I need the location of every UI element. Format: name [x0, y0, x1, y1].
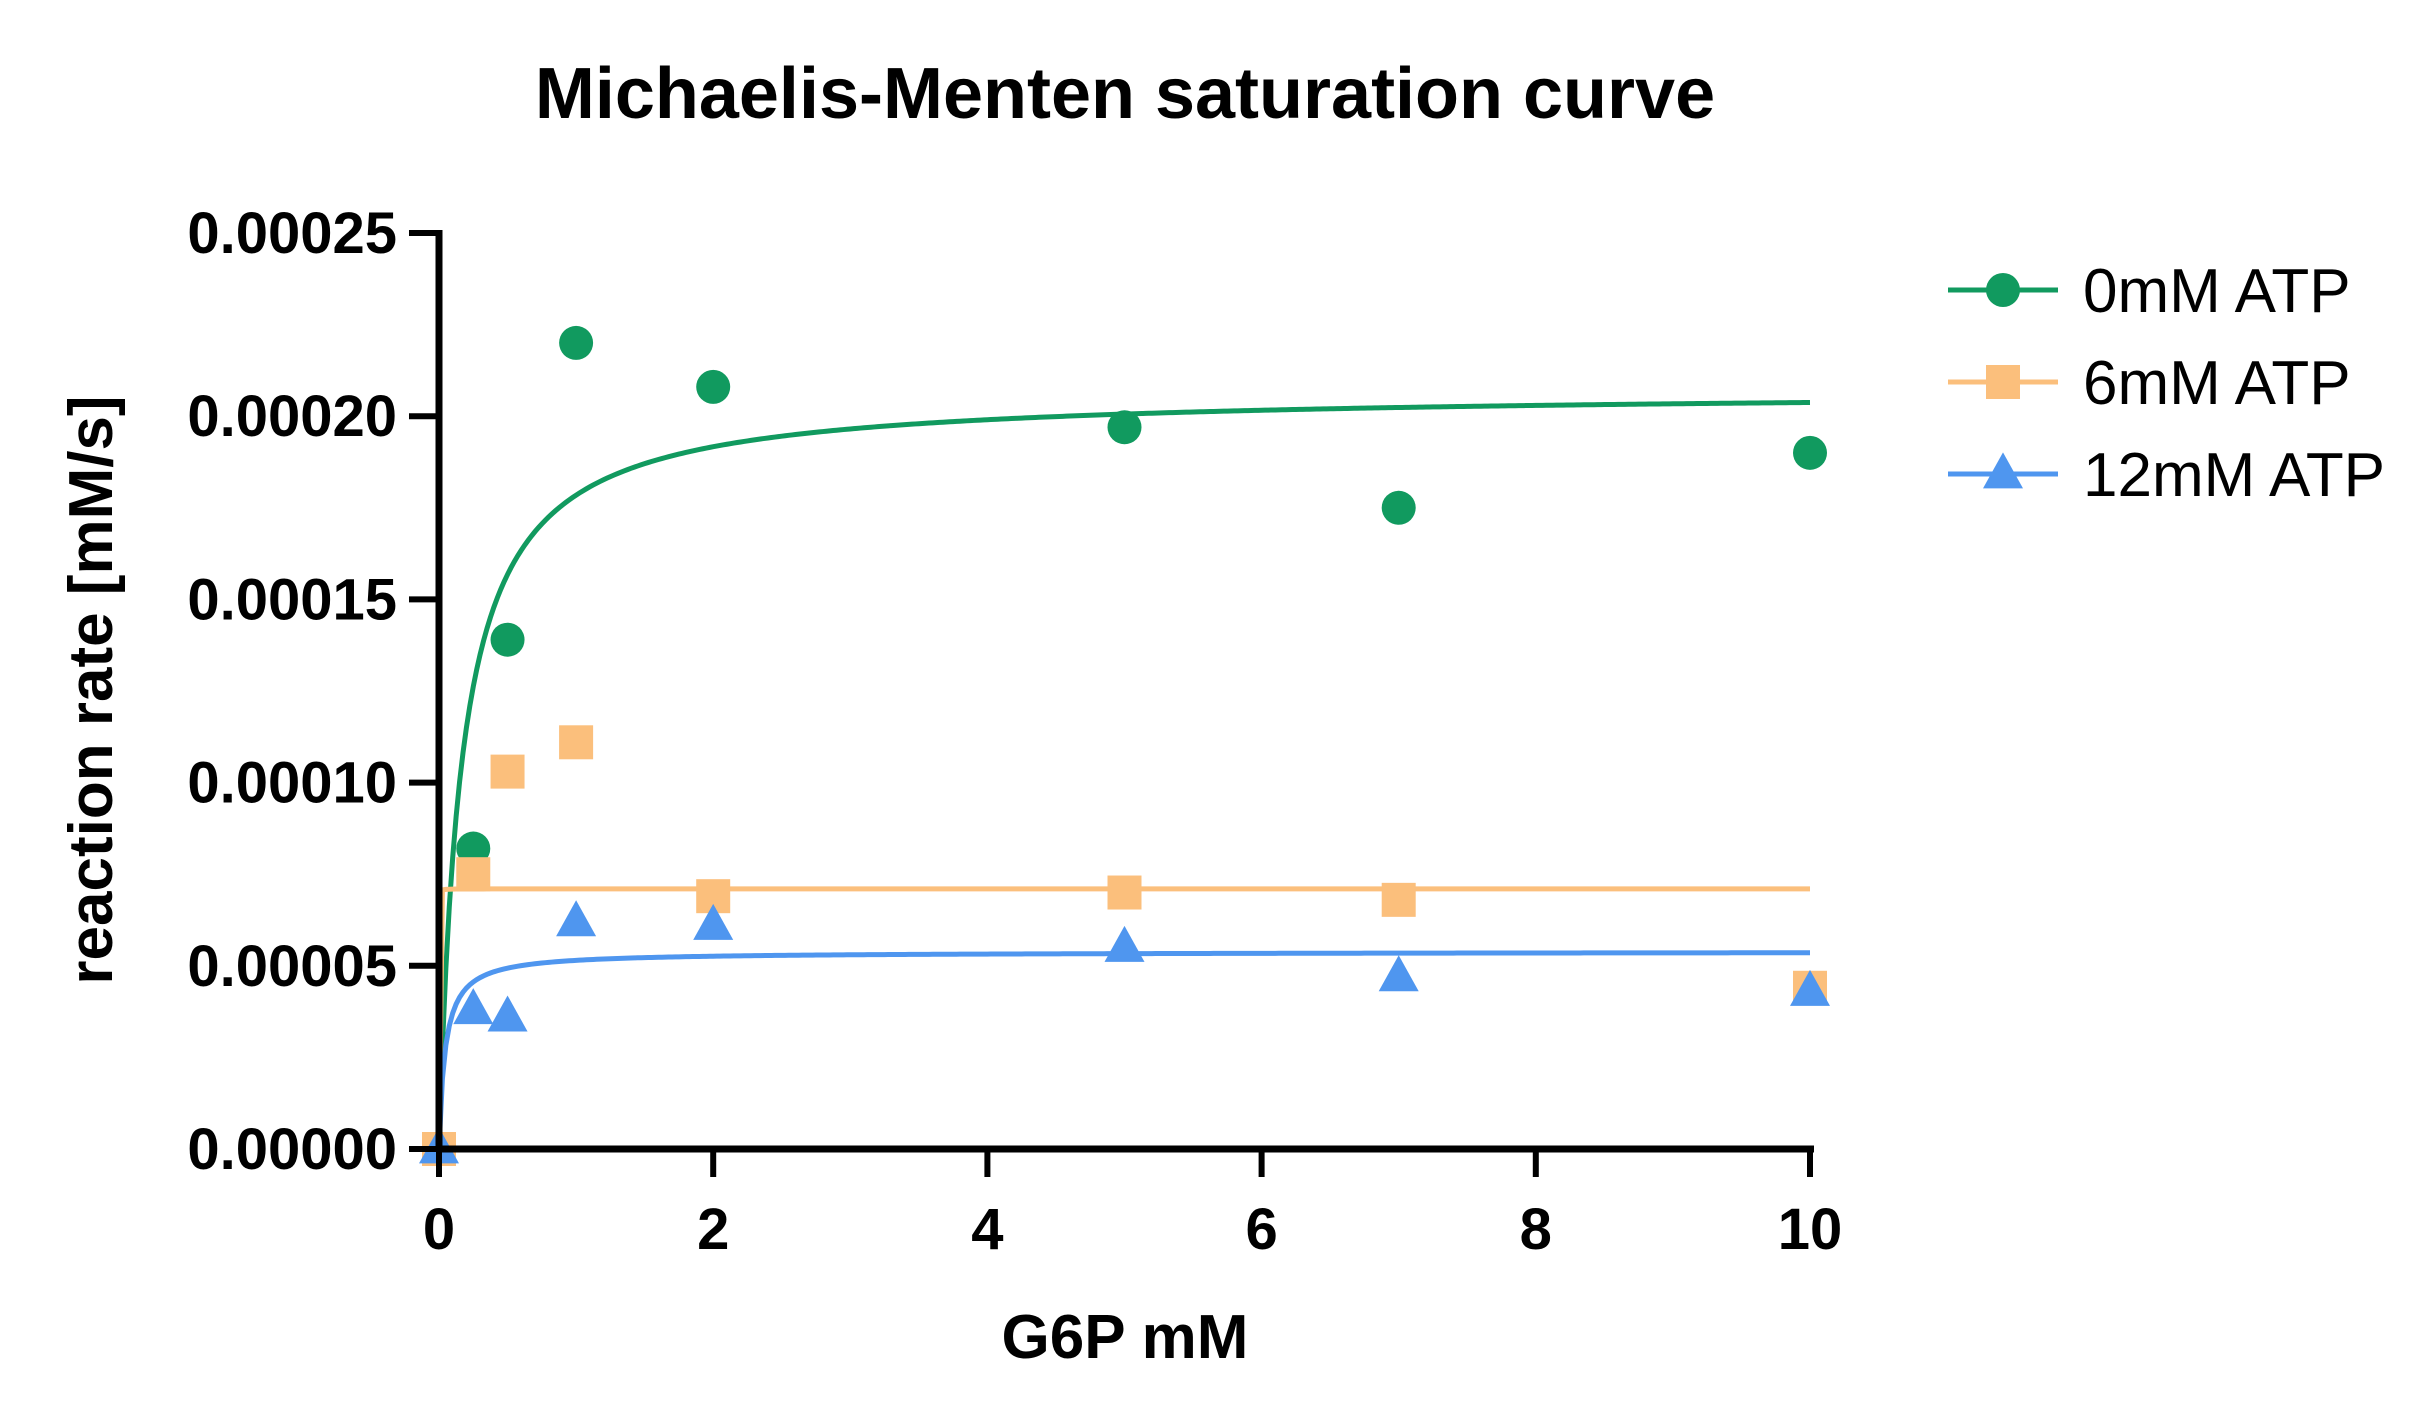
data-points — [419, 325, 1830, 1166]
data-point-s2-6 — [1378, 955, 1419, 992]
x-tick-label: 0 — [423, 1197, 455, 1262]
x-tick-label: 4 — [971, 1197, 1003, 1262]
fit-curves — [436, 400, 1811, 1150]
legend-label: 0mM ATP — [2083, 257, 2351, 326]
legend-marker-square — [1986, 365, 2020, 399]
data-point-s2-3 — [556, 900, 597, 937]
y-tick-label: 0.00025 — [187, 201, 397, 266]
axes — [435, 230, 1814, 1153]
y-tick-label: 0.00000 — [187, 1117, 397, 1182]
x-ticks: 0 2 4 6 8 10 — [423, 1149, 1842, 1262]
x-tick-label: 8 — [1520, 1197, 1552, 1262]
data-point-s0-2 — [490, 622, 525, 657]
data-point-s2-5 — [1104, 925, 1145, 962]
data-point-s0-7 — [1793, 435, 1827, 470]
data-point-s2-2 — [487, 995, 528, 1032]
fit-curve-2 — [436, 950, 1810, 1150]
y-tick-label: 0.00020 — [187, 384, 397, 449]
data-point-s2-7 — [1790, 969, 1830, 1006]
y-ticks: 0.00000 0.00005 0.00010 0.00015 0.00020 0.000… — [187, 201, 439, 1182]
data-point-s2-1 — [453, 988, 494, 1025]
x-tick-label: 10 — [1778, 1197, 1843, 1262]
legend: 0mM ATP 6mM ATP 12mM ATP — [1948, 257, 2385, 510]
data-point-s1-5 — [1107, 875, 1142, 910]
data-point-s1-1 — [456, 857, 491, 892]
y-tick-label: 0.00015 — [187, 567, 397, 632]
legend-item-0: 0mM ATP — [1948, 257, 2351, 326]
y-tick-label: 0.00005 — [187, 934, 397, 999]
legend-marker-triangle — [1983, 452, 2023, 489]
legend-label: 12mM ATP — [2083, 441, 2385, 510]
data-point-s0-4 — [696, 369, 731, 404]
x-tick-label: 2 — [697, 1197, 729, 1262]
y-axis-label: reaction rate [mM/s] — [57, 395, 126, 984]
legend-item-1: 6mM ATP — [1948, 349, 2351, 418]
x-tick-label: 6 — [1245, 1197, 1277, 1262]
legend-marker-circle — [1986, 273, 2020, 307]
legend-label: 6mM ATP — [2083, 349, 2351, 418]
data-point-s0-1 — [456, 831, 491, 866]
fit-curve-0 — [436, 400, 1811, 1150]
data-point-s1-6 — [1381, 882, 1416, 917]
data-point-s0-6 — [1381, 490, 1416, 525]
y-tick-label: 0.00010 — [187, 751, 397, 816]
data-point-s2-4 — [693, 903, 734, 940]
x-axis-label: G6P mM — [1002, 1303, 1249, 1372]
data-point-s1-2 — [490, 754, 525, 789]
legend-item-2: 12mM ATP — [1948, 441, 2385, 510]
chart-title: Michaelis-Menten saturation curve — [535, 54, 1715, 134]
data-point-s0-3 — [559, 325, 594, 360]
data-point-s0-5 — [1107, 410, 1142, 445]
data-point-s1-3 — [559, 725, 594, 760]
